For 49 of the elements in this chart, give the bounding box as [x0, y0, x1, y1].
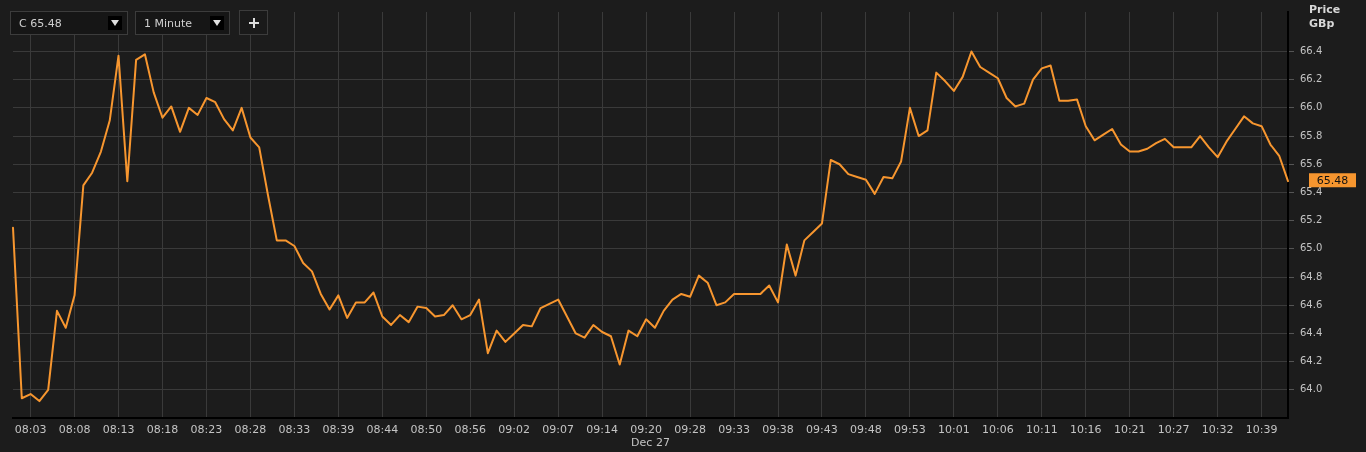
dropdown-field: C 65.48	[10, 11, 128, 35]
x-tick-label: 08:18	[146, 423, 179, 437]
y-tick-label: 64.2	[1300, 355, 1323, 367]
x-tick-label: 08:03	[14, 423, 47, 437]
x-tick-label: 09:43	[806, 423, 838, 437]
x-tick-label: 09:20	[630, 423, 662, 437]
y-tick-label: 65.2	[1300, 214, 1323, 226]
y-tick-label: 65.4	[1300, 186, 1323, 198]
dropdown-field: 1 Minute	[135, 11, 230, 35]
y-axis-title: Price GBp	[1309, 2, 1341, 30]
x-axis-title: Dec 27	[631, 436, 670, 450]
x-tick-label: 08:13	[102, 423, 135, 437]
x-tick-label: 08:39	[322, 423, 355, 437]
y-tick-label: 64.6	[1300, 298, 1323, 310]
x-tick-label: 08:28	[234, 423, 267, 437]
y-tick-label: 66.0	[1300, 101, 1323, 113]
x-tick-label: 09:48	[850, 423, 882, 437]
x-tick-label: 10:32	[1201, 423, 1234, 437]
x-tick-label: 09:02	[498, 423, 531, 437]
x-tick-label: 08:50	[410, 423, 443, 437]
x-tick-label: 09:38	[762, 423, 794, 437]
x-tick-label: 10:11	[1025, 423, 1058, 437]
y-tick-label: 64.0	[1300, 383, 1323, 395]
x-tick-label: 09:53	[894, 423, 926, 437]
x-tick-label: 09:33	[718, 423, 750, 437]
x-tick-label: 09:14	[586, 423, 618, 437]
y-tick-label: 66.4	[1300, 45, 1323, 57]
text: 65.48	[1316, 173, 1349, 187]
annotation: 1 Minute	[144, 17, 193, 30]
x-tick-label: 10:21	[1113, 423, 1146, 437]
x-tick-label: 08:08	[58, 423, 91, 437]
x-tick-label: 08:44	[366, 423, 399, 437]
x-tick-label: 10:27	[1157, 423, 1190, 437]
x-tick-label: 10:06	[981, 423, 1014, 437]
x-tick-label: 08:56	[454, 423, 487, 437]
x-tick-label: 09:28	[674, 423, 706, 437]
x-tick-label: 08:23	[190, 423, 223, 437]
y-tick-label: 64.4	[1300, 327, 1323, 339]
y-tick-label: 66.2	[1300, 73, 1323, 85]
x-tick-label: 10:39	[1245, 423, 1278, 437]
annotation: C 65.48	[19, 17, 62, 30]
x-tick-label: 10:01	[938, 423, 970, 437]
x-tick-label: 09:07	[542, 423, 575, 437]
y-tick-label: 65.8	[1300, 129, 1323, 141]
y-tick-label: 65.0	[1300, 242, 1323, 254]
x-tick-label: 08:33	[278, 423, 311, 437]
y-tick-label: 64.8	[1300, 270, 1323, 282]
x-tick-label: 10:16	[1069, 423, 1102, 437]
y-tick-label: 65.6	[1300, 157, 1323, 169]
